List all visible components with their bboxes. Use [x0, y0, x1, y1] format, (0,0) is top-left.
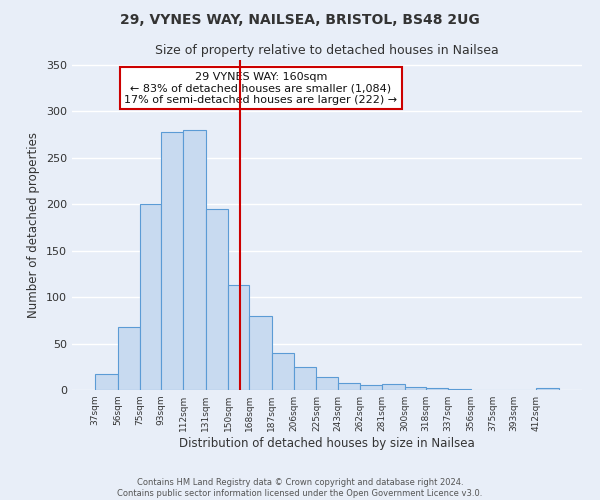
X-axis label: Distribution of detached houses by size in Nailsea: Distribution of detached houses by size …	[179, 437, 475, 450]
Bar	[536, 388, 559, 390]
Bar	[228, 285, 250, 390]
Bar	[206, 208, 228, 390]
Text: Contains HM Land Registry data © Crown copyright and database right 2024.
Contai: Contains HM Land Registry data © Crown c…	[118, 478, 482, 498]
Text: 29, VYNES WAY, NAILSEA, BRISTOL, BS48 2UG: 29, VYNES WAY, NAILSEA, BRISTOL, BS48 2U…	[120, 12, 480, 26]
Bar	[426, 388, 448, 390]
Title: Size of property relative to detached houses in Nailsea: Size of property relative to detached ho…	[155, 44, 499, 58]
Bar	[118, 327, 140, 390]
Bar	[272, 353, 294, 390]
Bar	[184, 130, 206, 390]
Bar	[382, 384, 404, 390]
Bar	[250, 316, 272, 390]
Bar	[338, 382, 360, 390]
Text: 29 VYNES WAY: 160sqm
← 83% of detached houses are smaller (1,084)
17% of semi-de: 29 VYNES WAY: 160sqm ← 83% of detached h…	[124, 72, 397, 105]
Bar	[140, 204, 161, 390]
Y-axis label: Number of detached properties: Number of detached properties	[28, 132, 40, 318]
Bar	[404, 387, 426, 390]
Bar	[161, 132, 184, 390]
Bar	[360, 386, 382, 390]
Bar	[316, 377, 338, 390]
Bar	[448, 389, 470, 390]
Bar	[95, 374, 118, 390]
Bar	[294, 367, 316, 390]
